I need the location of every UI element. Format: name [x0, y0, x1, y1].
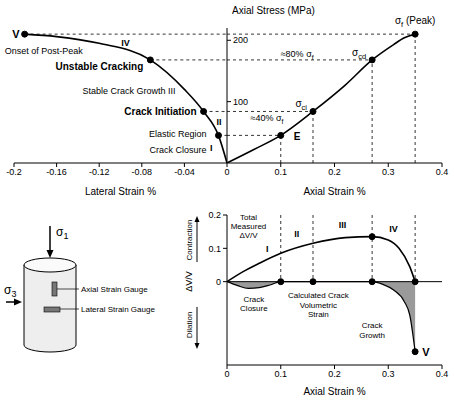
- svg-text:TotalMeasuredΔV/V: TotalMeasuredΔV/V: [231, 213, 267, 240]
- svg-text:0: 0: [216, 277, 221, 287]
- svg-text:0.2: 0.2: [328, 369, 341, 379]
- svg-text:III: III: [339, 220, 347, 230]
- svg-text:200: 200: [233, 35, 248, 45]
- svg-text:Axial Strain %: Axial Strain %: [303, 386, 365, 397]
- svg-text:I: I: [210, 143, 213, 153]
- svg-text:CrackClosure: CrackClosure: [240, 295, 268, 313]
- svg-text:0.1: 0.1: [274, 167, 287, 177]
- svg-text:Dilation: Dilation: [185, 312, 194, 339]
- svg-text:0.4: 0.4: [436, 167, 449, 177]
- svg-text:Contraction: Contraction: [185, 220, 194, 261]
- svg-text:0.3: 0.3: [382, 167, 395, 177]
- svg-text:-0.2: -0.2: [6, 167, 22, 177]
- svg-text:100: 100: [233, 97, 248, 107]
- svg-text:0.3: 0.3: [382, 369, 395, 379]
- svg-text:Crack Initiation: Crack Initiation: [124, 106, 196, 117]
- svg-text:σf (Peak): σf (Peak): [395, 15, 436, 29]
- svg-text:E: E: [294, 131, 301, 142]
- svg-text:I: I: [266, 244, 269, 254]
- svg-text:Axial Strain Gauge: Axial Strain Gauge: [81, 285, 148, 294]
- svg-text:-0.04: -0.04: [174, 167, 195, 177]
- svg-text:-0.08: -0.08: [132, 167, 153, 177]
- svg-text:σcd: σcd: [352, 47, 366, 61]
- svg-text:≈40% σf: ≈40% σf: [251, 113, 284, 125]
- svg-text:-0.16: -0.16: [46, 167, 67, 177]
- svg-text:Crack Closure: Crack Closure: [149, 145, 206, 155]
- svg-text:σ3: σ3: [4, 283, 16, 299]
- svg-text:σci: σci: [295, 98, 307, 112]
- svg-text:Lateral Strain Gauge: Lateral Strain Gauge: [81, 305, 155, 314]
- svg-text:0.2: 0.2: [328, 167, 341, 177]
- svg-text:Calculated CrackVolumetricStra: Calculated CrackVolumetricStrain: [288, 291, 350, 318]
- svg-text:σ1: σ1: [56, 225, 68, 241]
- svg-text:0: 0: [224, 167, 229, 177]
- svg-text:0: 0: [224, 369, 229, 379]
- svg-text:Onset of Post-Peak: Onset of Post-Peak: [5, 46, 84, 56]
- svg-text:IV: IV: [389, 224, 398, 234]
- svg-text:-0.12: -0.12: [89, 167, 110, 177]
- svg-text:Unstable Cracking: Unstable Cracking: [56, 61, 144, 72]
- svg-text:0.2: 0.2: [208, 210, 221, 220]
- svg-text:Axial Strain %: Axial Strain %: [303, 186, 365, 197]
- svg-text:0.1: 0.1: [208, 244, 221, 254]
- svg-text:Lateral Strain %: Lateral Strain %: [85, 186, 156, 197]
- svg-text:≈80% σf: ≈80% σf: [281, 49, 314, 61]
- svg-text:V: V: [422, 346, 430, 358]
- svg-text:0.4: 0.4: [436, 369, 449, 379]
- svg-text:Elastic Region: Elastic Region: [149, 129, 207, 139]
- svg-text:CrackGrowth: CrackGrowth: [359, 321, 385, 339]
- svg-text:V: V: [12, 28, 20, 40]
- svg-text:II: II: [217, 117, 222, 127]
- svg-text:ΔV/V: ΔV/V: [184, 271, 194, 292]
- svg-text:Axial Stress (MPa): Axial Stress (MPa): [232, 5, 315, 16]
- svg-text:IV: IV: [121, 38, 130, 48]
- svg-text:0.1: 0.1: [274, 369, 287, 379]
- svg-text:II: II: [294, 229, 299, 239]
- svg-text:Stable Crack Growth III: Stable Crack Growth III: [83, 86, 176, 96]
